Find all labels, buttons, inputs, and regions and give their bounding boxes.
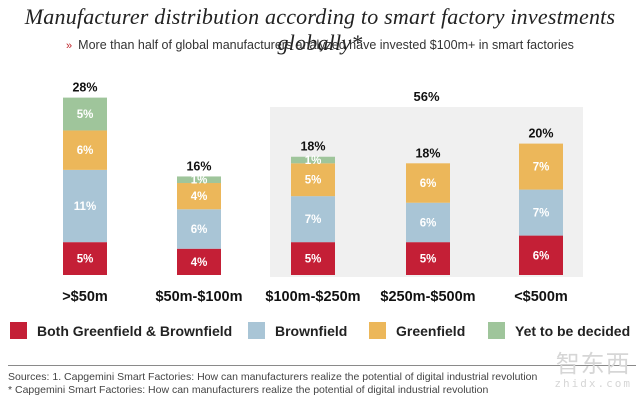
legend-label: Both Greenfield & Brownfield	[37, 322, 233, 339]
category-label: <$500m	[514, 289, 568, 305]
bar-segment	[291, 156, 335, 164]
legend-item-brownfield: Brownfield	[248, 322, 347, 339]
bar-segment	[406, 202, 450, 243]
segment-value-label: 1%	[305, 155, 322, 167]
bar-segment	[63, 242, 107, 275]
legend-swatch	[369, 322, 386, 339]
legend-item-greenfield: Greenfield	[369, 322, 465, 339]
chart-title: Manufacturer distribution according to s…	[24, 4, 616, 55]
bar-segment	[519, 235, 563, 275]
stacked-bar-chart: 56% 5% 11% 6% 5% 28% >$50m 4% 6% 4% 1% 16% $50m-$10…	[62, 81, 583, 305]
bar-segment	[519, 189, 563, 236]
bar-total-label: 28%	[72, 81, 97, 95]
bar-segment	[177, 183, 221, 210]
chevron-right-icon: »	[66, 40, 73, 52]
legend-swatch	[10, 322, 27, 339]
sources-line-1: Sources: 1. Capgemini Smart Factories: H…	[8, 371, 538, 383]
segment-value-label: 4%	[191, 257, 208, 269]
bar-segment	[406, 242, 450, 275]
legend-swatch	[248, 322, 265, 339]
bar-segment	[177, 209, 221, 249]
subtitle-text: More than half of global manufacturers a…	[78, 38, 574, 52]
watermark-url: zhidx.com	[554, 377, 632, 390]
segment-value-label: 11%	[74, 201, 96, 213]
segment-value-label: 1%	[191, 175, 208, 187]
legend: Both Greenfield & Brownfield Brownfield …	[0, 322, 640, 346]
category-label: >$50m	[62, 289, 108, 305]
bar-segment	[63, 169, 107, 243]
legend-item-undecided: Yet to be decided	[488, 322, 630, 339]
segment-value-label: 6%	[191, 224, 208, 236]
bar-segment	[291, 163, 335, 197]
bar-segment	[291, 242, 335, 275]
legend-item-both: Both Greenfield & Brownfield	[10, 322, 232, 339]
bar-total-label: 18%	[415, 146, 440, 160]
bar-segment	[406, 163, 450, 203]
legend-label: Brownfield	[275, 322, 348, 339]
watermark-logo: 智东西	[555, 350, 631, 378]
chart-subtitle: » More than half of global manufacturers …	[0, 38, 640, 52]
segment-value-label: 5%	[77, 109, 94, 121]
bar-total-label: 18%	[300, 140, 325, 154]
group-total-label: 56%	[413, 89, 439, 104]
bar-segment	[291, 196, 335, 243]
category-label: $50m-$100m	[155, 289, 242, 305]
category-label: $250m-$500m	[380, 289, 475, 305]
segment-value-label: 6%	[420, 178, 437, 190]
sources-line-2: * Capgemini Smart Factories: How can man…	[8, 384, 489, 396]
segment-value-label: 6%	[420, 217, 437, 229]
legend-label: Yet to be decided	[515, 322, 631, 339]
bar-segment	[177, 176, 221, 184]
segment-value-label: 5%	[420, 254, 437, 266]
bar-segment	[519, 143, 563, 190]
legend-swatch	[488, 322, 505, 339]
bar-segment	[63, 97, 107, 131]
bar-total-label: 20%	[528, 127, 553, 141]
bar-segment	[63, 130, 107, 170]
footer-divider	[8, 365, 636, 366]
segment-value-label: 7%	[305, 214, 322, 226]
segment-value-label: 5%	[77, 254, 94, 266]
segment-value-label: 5%	[305, 175, 322, 187]
segment-value-label: 7%	[533, 208, 550, 220]
segment-value-label: 6%	[77, 145, 94, 157]
category-label: $100m-$250m	[265, 289, 360, 305]
segment-value-label: 4%	[191, 191, 208, 203]
segment-value-label: 5%	[305, 254, 322, 266]
watermark: 智东西 zhidx.com	[554, 352, 632, 389]
segment-value-label: 7%	[533, 162, 550, 174]
bar-total-label: 16%	[186, 159, 211, 173]
bar-segment	[177, 248, 221, 275]
segment-value-label: 6%	[533, 250, 550, 262]
legend-label: Greenfield	[396, 322, 466, 339]
